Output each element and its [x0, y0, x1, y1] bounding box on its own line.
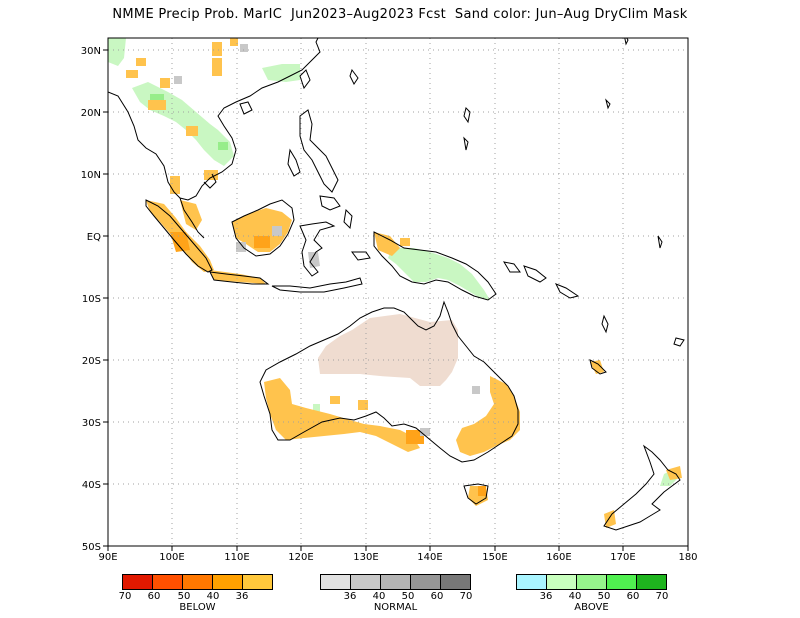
normal-legend-labels: 36 40 50 60 70 [320, 590, 473, 602]
legend-title: BELOW [179, 602, 216, 613]
legend-label: 70 [118, 591, 132, 602]
legend-label: 40 [372, 591, 386, 602]
normal-color-scale [320, 574, 471, 590]
lat-label: 20S [82, 356, 101, 367]
legend-title: NORMAL [373, 602, 418, 613]
below-color-scale [122, 574, 273, 590]
lon-label: 140E [417, 552, 442, 563]
forecast-shading [108, 38, 682, 528]
legend-label: 70 [459, 591, 473, 602]
map-frame [107, 37, 689, 547]
latitude-labels: 30N 20N 10N EQ 10S 20S 30S 40S 50S [81, 46, 101, 553]
legend-label: 60 [430, 591, 444, 602]
lon-label: 100E [159, 552, 184, 563]
lon-label: 120E [288, 552, 313, 563]
legend-swatch [123, 575, 153, 589]
above-legend: 36 40 50 60 70 ABOVE [516, 574, 669, 613]
lat-label: EQ [87, 232, 101, 243]
coastlines [108, 38, 685, 531]
legend-label: 70 [655, 591, 669, 602]
longitude-labels: 90E 100E 110E 120E 130E 140E 150E 160E 1… [98, 552, 697, 563]
sumatra-coast [145, 199, 213, 273]
legend-swatch [517, 575, 547, 589]
legend-swatch [607, 575, 637, 589]
below-normal-areas [126, 38, 682, 528]
lon-label: 90E [98, 552, 117, 563]
legend-label: 50 [597, 591, 611, 602]
grid-lines [108, 38, 688, 546]
legend-title: ABOVE [574, 602, 609, 613]
borneo-coast [231, 199, 295, 257]
legend-swatch [243, 575, 272, 589]
legend-label: 36 [235, 591, 249, 602]
normal-legend: 36 40 50 60 70 NORMAL [320, 574, 473, 613]
lon-label: 170E [610, 552, 635, 563]
sulawesi-coast [299, 221, 336, 277]
above-color-scale [516, 574, 667, 590]
legend-label: 60 [626, 591, 640, 602]
lat-label: 10S [82, 294, 101, 305]
australia-coast [259, 300, 519, 463]
legend-swatch [547, 575, 577, 589]
map-title: NMME Precip Prob. MarIC Jun2023–Aug2023 … [112, 7, 688, 22]
legend-label: 60 [147, 591, 161, 602]
lat-label: 50S [82, 542, 101, 553]
legend-label: 50 [401, 591, 415, 602]
lon-label: 110E [224, 552, 249, 563]
below-legend-labels: 70 60 50 40 36 [118, 590, 273, 602]
lon-label: 130E [353, 552, 378, 563]
near-normal-areas [174, 44, 480, 436]
lat-label: 30N [81, 46, 101, 57]
lat-label: 30S [82, 418, 101, 429]
legend-label: 50 [177, 591, 191, 602]
lat-label: 20N [81, 108, 101, 119]
legend-label: 36 [539, 591, 553, 602]
legend-swatch [213, 575, 243, 589]
legend-swatch [441, 575, 470, 589]
new-zealand-coast [603, 444, 681, 531]
above-legend-labels: 36 40 50 60 70 [516, 590, 669, 602]
lat-label: 40S [82, 480, 101, 491]
legend-swatch [577, 575, 607, 589]
lon-label: 160E [546, 552, 571, 563]
legend-label: 40 [206, 591, 220, 602]
legend-swatch [321, 575, 351, 589]
legend-swatch [637, 575, 666, 589]
legend-label: 40 [568, 591, 582, 602]
lat-label: 10N [81, 170, 101, 181]
legend-swatch [183, 575, 213, 589]
asia-mainland-coast [108, 38, 321, 201]
legend-swatch [411, 575, 441, 589]
legend-swatch [381, 575, 411, 589]
legend-label: 36 [343, 591, 357, 602]
new-guinea-coast [373, 231, 497, 301]
legend-swatch [351, 575, 381, 589]
lon-label: 180 [678, 552, 697, 563]
below-legend: 70 60 50 40 36 BELOW [118, 574, 273, 613]
legend-swatch [153, 575, 183, 589]
dry-mask-area [318, 314, 458, 386]
lon-label: 150E [482, 552, 507, 563]
